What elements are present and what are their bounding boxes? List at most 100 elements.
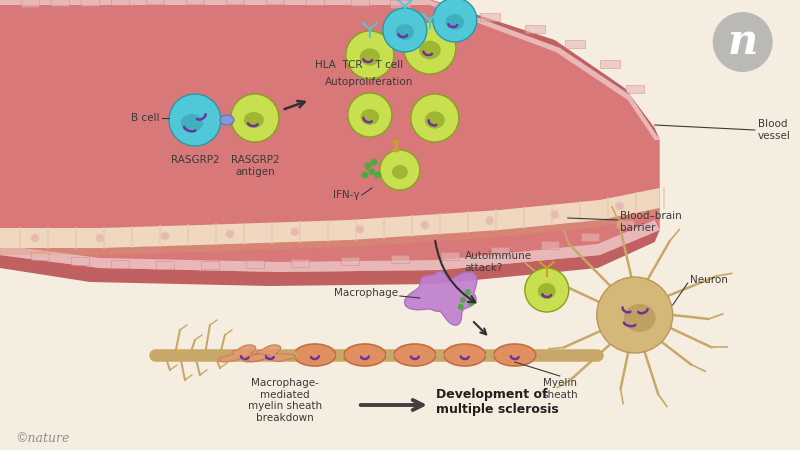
Circle shape <box>364 162 371 170</box>
Circle shape <box>169 94 221 146</box>
Bar <box>266 0 284 4</box>
Bar <box>146 0 164 4</box>
Circle shape <box>231 94 279 142</box>
Text: Autoproliferation: Autoproliferation <box>325 77 414 87</box>
Bar <box>525 25 545 33</box>
Ellipse shape <box>392 165 408 179</box>
Circle shape <box>616 202 624 210</box>
Ellipse shape <box>392 140 399 144</box>
Polygon shape <box>0 0 660 140</box>
Polygon shape <box>405 271 477 325</box>
Ellipse shape <box>538 283 556 299</box>
Ellipse shape <box>392 148 399 153</box>
Bar <box>186 0 204 4</box>
Bar <box>600 60 620 68</box>
Bar <box>541 241 558 249</box>
Bar <box>391 255 409 263</box>
Text: Development of
multiple sclerosis: Development of multiple sclerosis <box>436 388 558 416</box>
Circle shape <box>436 351 444 359</box>
Text: Blood–brain
barrier: Blood–brain barrier <box>620 211 682 233</box>
Circle shape <box>374 171 382 179</box>
Circle shape <box>161 232 169 240</box>
Ellipse shape <box>624 304 656 332</box>
Ellipse shape <box>395 24 414 40</box>
Bar <box>616 220 634 228</box>
Bar <box>201 261 219 269</box>
Polygon shape <box>218 345 270 362</box>
Circle shape <box>386 351 394 359</box>
Text: Blood
vessel: Blood vessel <box>758 119 790 141</box>
Bar <box>390 0 410 8</box>
Circle shape <box>597 277 673 353</box>
Circle shape <box>368 168 375 176</box>
Circle shape <box>336 351 344 359</box>
Bar <box>111 0 129 5</box>
Polygon shape <box>243 345 296 362</box>
Circle shape <box>421 221 429 229</box>
Ellipse shape <box>494 344 536 366</box>
Text: ©nature: ©nature <box>15 432 70 445</box>
Text: B cell: B cell <box>131 113 160 123</box>
Ellipse shape <box>444 344 486 366</box>
Circle shape <box>348 93 392 137</box>
Circle shape <box>383 8 427 52</box>
Bar <box>291 259 309 267</box>
Circle shape <box>96 234 104 242</box>
Bar <box>341 257 359 265</box>
Bar <box>21 0 39 7</box>
Ellipse shape <box>294 344 336 366</box>
Circle shape <box>525 268 569 312</box>
Circle shape <box>31 234 39 242</box>
Circle shape <box>362 171 368 179</box>
Circle shape <box>465 289 471 295</box>
Bar <box>441 252 459 260</box>
Ellipse shape <box>361 109 379 125</box>
Bar <box>51 0 69 6</box>
Bar <box>31 252 49 260</box>
Bar <box>480 13 500 21</box>
Text: Neuron: Neuron <box>690 275 727 285</box>
Text: RASGRP2: RASGRP2 <box>170 155 219 165</box>
Circle shape <box>346 31 394 79</box>
Text: HLA  TCR    T cell: HLA TCR T cell <box>315 60 403 70</box>
Bar <box>565 40 585 48</box>
Ellipse shape <box>394 344 436 366</box>
Polygon shape <box>0 0 660 140</box>
Bar <box>111 260 129 268</box>
Text: RASGRP2
antigen: RASGRP2 antigen <box>230 155 279 176</box>
Circle shape <box>486 351 494 359</box>
Bar <box>306 0 324 5</box>
Circle shape <box>486 216 494 225</box>
Text: n: n <box>727 21 758 63</box>
Text: Autoimmune
attack?: Autoimmune attack? <box>465 251 532 273</box>
Text: IFN-γ: IFN-γ <box>334 190 360 200</box>
Circle shape <box>404 22 456 74</box>
Ellipse shape <box>425 111 445 129</box>
Ellipse shape <box>419 40 441 59</box>
Circle shape <box>713 12 773 72</box>
Ellipse shape <box>360 48 380 66</box>
Circle shape <box>458 304 464 310</box>
Bar <box>491 247 509 255</box>
Circle shape <box>380 150 420 190</box>
Circle shape <box>290 351 298 359</box>
Bar <box>156 261 174 269</box>
Bar <box>71 257 89 265</box>
Circle shape <box>226 230 234 238</box>
Text: Macrophage-
mediated
myelin sheath
breakdown: Macrophage- mediated myelin sheath break… <box>248 378 322 423</box>
Bar <box>351 0 369 6</box>
Circle shape <box>550 211 558 219</box>
Polygon shape <box>0 220 660 272</box>
Circle shape <box>468 300 474 306</box>
Circle shape <box>370 158 378 166</box>
Ellipse shape <box>244 112 264 128</box>
Polygon shape <box>0 230 660 286</box>
Circle shape <box>460 297 466 303</box>
Ellipse shape <box>344 344 386 366</box>
Ellipse shape <box>220 115 234 125</box>
Ellipse shape <box>181 114 203 132</box>
Text: Myelin
sheath: Myelin sheath <box>542 378 578 400</box>
Circle shape <box>356 225 364 234</box>
Bar <box>581 233 598 241</box>
Bar <box>435 5 455 13</box>
